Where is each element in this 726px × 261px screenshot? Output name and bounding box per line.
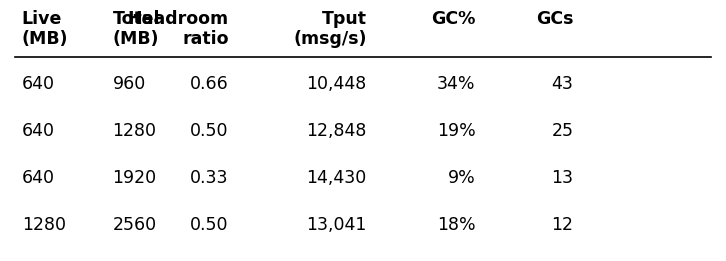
Text: 14,430: 14,430 <box>306 169 367 187</box>
Text: 43: 43 <box>552 75 574 93</box>
Text: Tput: Tput <box>322 10 367 28</box>
Text: Headroom: Headroom <box>128 10 229 28</box>
Text: ratio: ratio <box>182 30 229 48</box>
Text: 18%: 18% <box>437 216 476 234</box>
Text: 13,041: 13,041 <box>306 216 367 234</box>
Text: 1280: 1280 <box>113 122 157 140</box>
Text: 34%: 34% <box>437 75 476 93</box>
Text: 0.33: 0.33 <box>190 169 229 187</box>
Text: 9%: 9% <box>448 169 476 187</box>
Text: GCs: GCs <box>536 10 574 28</box>
Text: 25: 25 <box>552 122 574 140</box>
Text: GC%: GC% <box>431 10 476 28</box>
Text: 640: 640 <box>22 75 54 93</box>
Text: (MB): (MB) <box>22 30 68 48</box>
Text: 12: 12 <box>552 216 574 234</box>
Text: 1920: 1920 <box>113 169 157 187</box>
Text: (MB): (MB) <box>113 30 159 48</box>
Text: 12,848: 12,848 <box>306 122 367 140</box>
Text: 10,448: 10,448 <box>306 75 367 93</box>
Text: 1280: 1280 <box>22 216 66 234</box>
Text: Total: Total <box>113 10 160 28</box>
Text: 13: 13 <box>552 169 574 187</box>
Text: 960: 960 <box>113 75 146 93</box>
Text: (msg/s): (msg/s) <box>293 30 367 48</box>
Text: 640: 640 <box>22 122 54 140</box>
Text: 0.50: 0.50 <box>190 122 229 140</box>
Text: 19%: 19% <box>437 122 476 140</box>
Text: 0.50: 0.50 <box>190 216 229 234</box>
Text: Live: Live <box>22 10 62 28</box>
Text: 640: 640 <box>22 169 54 187</box>
Text: 0.66: 0.66 <box>190 75 229 93</box>
Text: 2560: 2560 <box>113 216 157 234</box>
